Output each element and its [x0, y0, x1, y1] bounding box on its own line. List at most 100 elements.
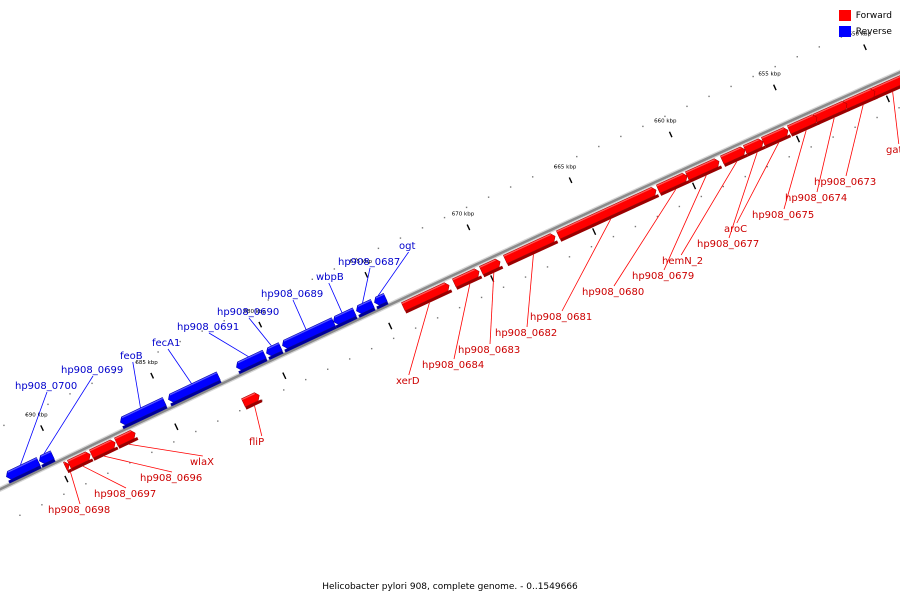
- gene-hp908-0675[interactable]: hp908_0675: [752, 114, 821, 221]
- scale-tick: [863, 44, 867, 51]
- gene-shadow: [790, 121, 821, 137]
- gene-highlight: [40, 451, 52, 457]
- gene-body: [120, 397, 167, 426]
- gene-feob[interactable]: feoB: [120, 351, 168, 430]
- gene-body: [374, 292, 388, 306]
- guide-dot: [854, 126, 856, 128]
- gene-hp908-0698[interactable]: hp908_0698: [48, 461, 110, 516]
- gene-shadow: [746, 145, 767, 157]
- gene-body: [62, 461, 70, 471]
- gene-hp908-0696[interactable]: hp908_0696: [88, 439, 202, 484]
- gene-shadow: [376, 301, 389, 310]
- gene-label-hp908-0683: hp908_0683: [458, 345, 520, 356]
- gene-hp908-0677[interactable]: hp908_0677: [697, 138, 767, 250]
- scale-tick: [364, 271, 369, 278]
- gene-label-wlax: wlaX: [190, 457, 214, 468]
- guide-dot: [524, 276, 527, 278]
- guide-dot: [327, 368, 329, 370]
- gene-label-hp908-0691: hp908_0691: [177, 322, 239, 333]
- gene-feca1[interactable]: fecA1: [152, 338, 222, 407]
- gene-hp908-0683[interactable]: hp908_0683: [458, 258, 520, 356]
- gene-highlight: [452, 269, 475, 281]
- gene-hp908-0699[interactable]: hp908_0699: [39, 365, 123, 468]
- gene-highlight: [401, 282, 445, 305]
- guide-dot: [25, 414, 27, 416]
- gene-body: [400, 282, 450, 312]
- gene-body: [742, 138, 764, 155]
- gene-shadow: [507, 240, 559, 267]
- scale-tick: [772, 84, 777, 91]
- gene-label-xerd: xerD: [396, 376, 420, 387]
- gene-label-hp908-0698: hp908_0698: [48, 505, 110, 516]
- scale-tick: [174, 423, 179, 431]
- guide-dot: [788, 156, 790, 158]
- guide-dot: [173, 441, 175, 443]
- scale-tick-label: 655 kbp: [758, 72, 781, 78]
- gene-body: [760, 127, 789, 146]
- gene-hp908-0689[interactable]: hp908_0689: [261, 289, 337, 353]
- scale-tick: [282, 372, 287, 380]
- gene-shadow: [122, 405, 168, 430]
- gene-hp908-0673[interactable]: hp908_0673: [814, 88, 879, 188]
- gene-hp908-0684[interactable]: hp908_0684: [422, 268, 484, 371]
- guide-dot: [722, 185, 725, 188]
- gene-highlight: [241, 392, 256, 401]
- gene-leader-line: [453, 283, 471, 360]
- gene-label-hemn-2: hemN_2: [662, 256, 703, 267]
- guide-dot: [3, 424, 5, 427]
- guide-dot: [85, 483, 87, 485]
- gene-highlight: [89, 440, 111, 452]
- gene-hp908-0700[interactable]: hp908_0700: [6, 381, 77, 484]
- gene-body: [266, 342, 283, 357]
- guide-dot: [377, 247, 380, 250]
- gene-body: [719, 146, 746, 165]
- scale-tick-label: 680 kbp: [243, 309, 266, 315]
- gene-highlight: [121, 397, 164, 419]
- gene-hp908-0697[interactable]: hp908_0697: [66, 451, 156, 500]
- gene-label-hp908-0696: hp908_0696: [140, 473, 202, 484]
- gene-wlax[interactable]: wlaX: [113, 430, 214, 468]
- gene-aroc[interactable]: aroC: [724, 127, 792, 235]
- gene-shadow: [335, 315, 358, 329]
- gene-hp908-0690[interactable]: hp908_0690: [217, 307, 284, 360]
- gene-body: [684, 158, 720, 181]
- gene-highlight: [743, 139, 759, 147]
- gene-body: [88, 439, 116, 459]
- gene-leader-line: [362, 267, 371, 304]
- guide-dot: [656, 215, 659, 218]
- guide-dot: [157, 351, 159, 353]
- gene-hp908-0691[interactable]: hp908_0691: [177, 322, 268, 375]
- gene-gatb[interactable]: gatB: [868, 74, 900, 156]
- gene-hp908-0687[interactable]: hp908_0687: [338, 257, 400, 318]
- guide-dot: [283, 389, 285, 391]
- gene-leader-line: [845, 104, 864, 177]
- gene-highlight: [720, 147, 741, 158]
- gene-leader-line: [663, 175, 707, 271]
- guide-dot: [311, 278, 314, 280]
- guide-dot: [421, 227, 424, 229]
- gene-body: [502, 233, 556, 264]
- gene-label-hp908-0681: hp908_0681: [530, 312, 592, 323]
- gene-hp908-0679[interactable]: hp908_0679: [632, 158, 723, 282]
- gene-shadow: [872, 85, 900, 101]
- gene-hp908-0681[interactable]: hp908_0681: [530, 187, 660, 323]
- guide-dot: [179, 340, 181, 343]
- gene-highlight: [114, 430, 131, 440]
- gene-flip[interactable]: fliP: [241, 392, 264, 448]
- guide-dot: [399, 237, 402, 239]
- gene-label-feob: feoB: [120, 351, 143, 362]
- gene-hp908-0674[interactable]: hp908_0674: [785, 100, 851, 204]
- gene-shadow: [268, 350, 284, 360]
- gene-xerd[interactable]: xerD: [396, 282, 453, 387]
- gene-shadow: [846, 95, 879, 112]
- gene-leader-line: [377, 251, 409, 297]
- gene-hemn-2[interactable]: hemN_2: [662, 146, 749, 267]
- gene-leader-line: [680, 161, 738, 256]
- guide-dot: [41, 504, 43, 506]
- gene-body: [39, 450, 55, 464]
- gene-ogt[interactable]: ogt: [374, 241, 415, 310]
- gene-hp908-0682[interactable]: hp908_0682: [495, 233, 559, 339]
- gene-hp908-0680[interactable]: hp908_0680: [582, 172, 691, 298]
- gene-wbpb[interactable]: wbpB: [316, 272, 358, 329]
